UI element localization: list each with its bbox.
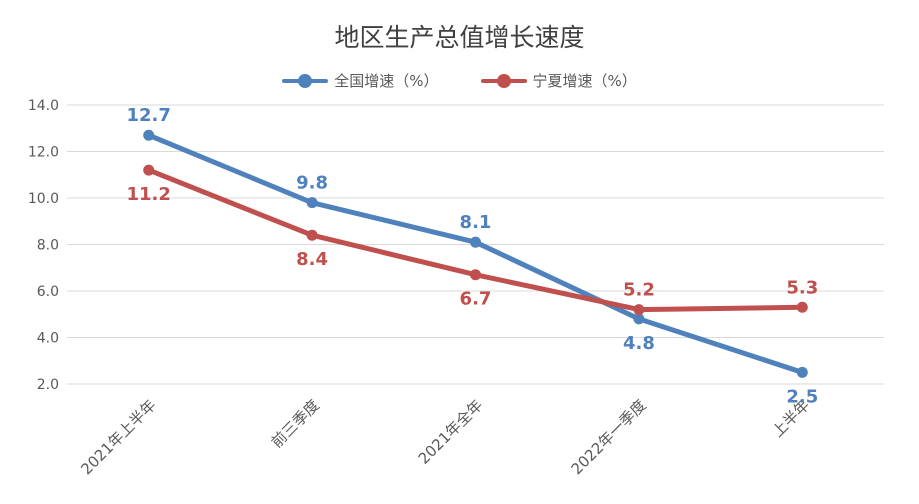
data-point	[306, 197, 318, 209]
data-point	[633, 304, 645, 316]
data-point	[796, 366, 808, 378]
data-label: 12.7	[126, 105, 170, 126]
legend-item-ningxia: 宁夏增速（%）	[480, 70, 637, 91]
x-category-label: 前三季度	[268, 396, 323, 451]
data-point	[796, 301, 808, 313]
x-category-label: 2021年全年	[415, 396, 487, 468]
y-tick-label: 4.0	[37, 331, 59, 347]
y-tick-label: 2.0	[37, 377, 59, 393]
legend-item-national: 全国增速（%）	[282, 70, 439, 91]
data-point	[143, 129, 155, 141]
data-point	[470, 269, 481, 281]
legend: 全国增速（%） 宁夏增速（%）	[0, 70, 919, 91]
data-label: 6.7	[460, 289, 492, 310]
legend-swatch-national	[282, 73, 329, 89]
legend-label-national: 全国增速（%）	[334, 72, 439, 90]
data-label: 4.8	[623, 333, 655, 354]
data-label: 8.1	[460, 212, 492, 233]
y-tick-label: 6.0	[37, 284, 59, 300]
y-tick-label: 8.0	[37, 238, 59, 254]
data-label: 9.8	[296, 173, 328, 194]
data-label: 2.5	[786, 386, 818, 407]
data-label: 8.4	[296, 249, 328, 270]
x-category-label: 2022年一季度	[568, 396, 650, 478]
chart-title: 地区生产总值增长速度	[334, 23, 585, 52]
data-point	[633, 313, 645, 325]
data-point	[470, 236, 481, 248]
data-label: 5.3	[786, 277, 818, 298]
legend-label-ningxia: 宁夏增速（%）	[532, 72, 637, 90]
series-line-0	[146, 132, 805, 375]
y-tick-label: 14.0	[28, 98, 59, 114]
legend-swatch-ningxia	[480, 73, 527, 89]
y-tick-label: 10.0	[28, 191, 59, 207]
y-tick-label: 12.0	[28, 145, 59, 161]
x-category-label: 2021年上半年	[77, 396, 159, 478]
data-label: 5.2	[623, 280, 655, 301]
data-label: 11.2	[126, 184, 170, 205]
data-point	[306, 229, 318, 241]
data-point	[143, 164, 155, 176]
